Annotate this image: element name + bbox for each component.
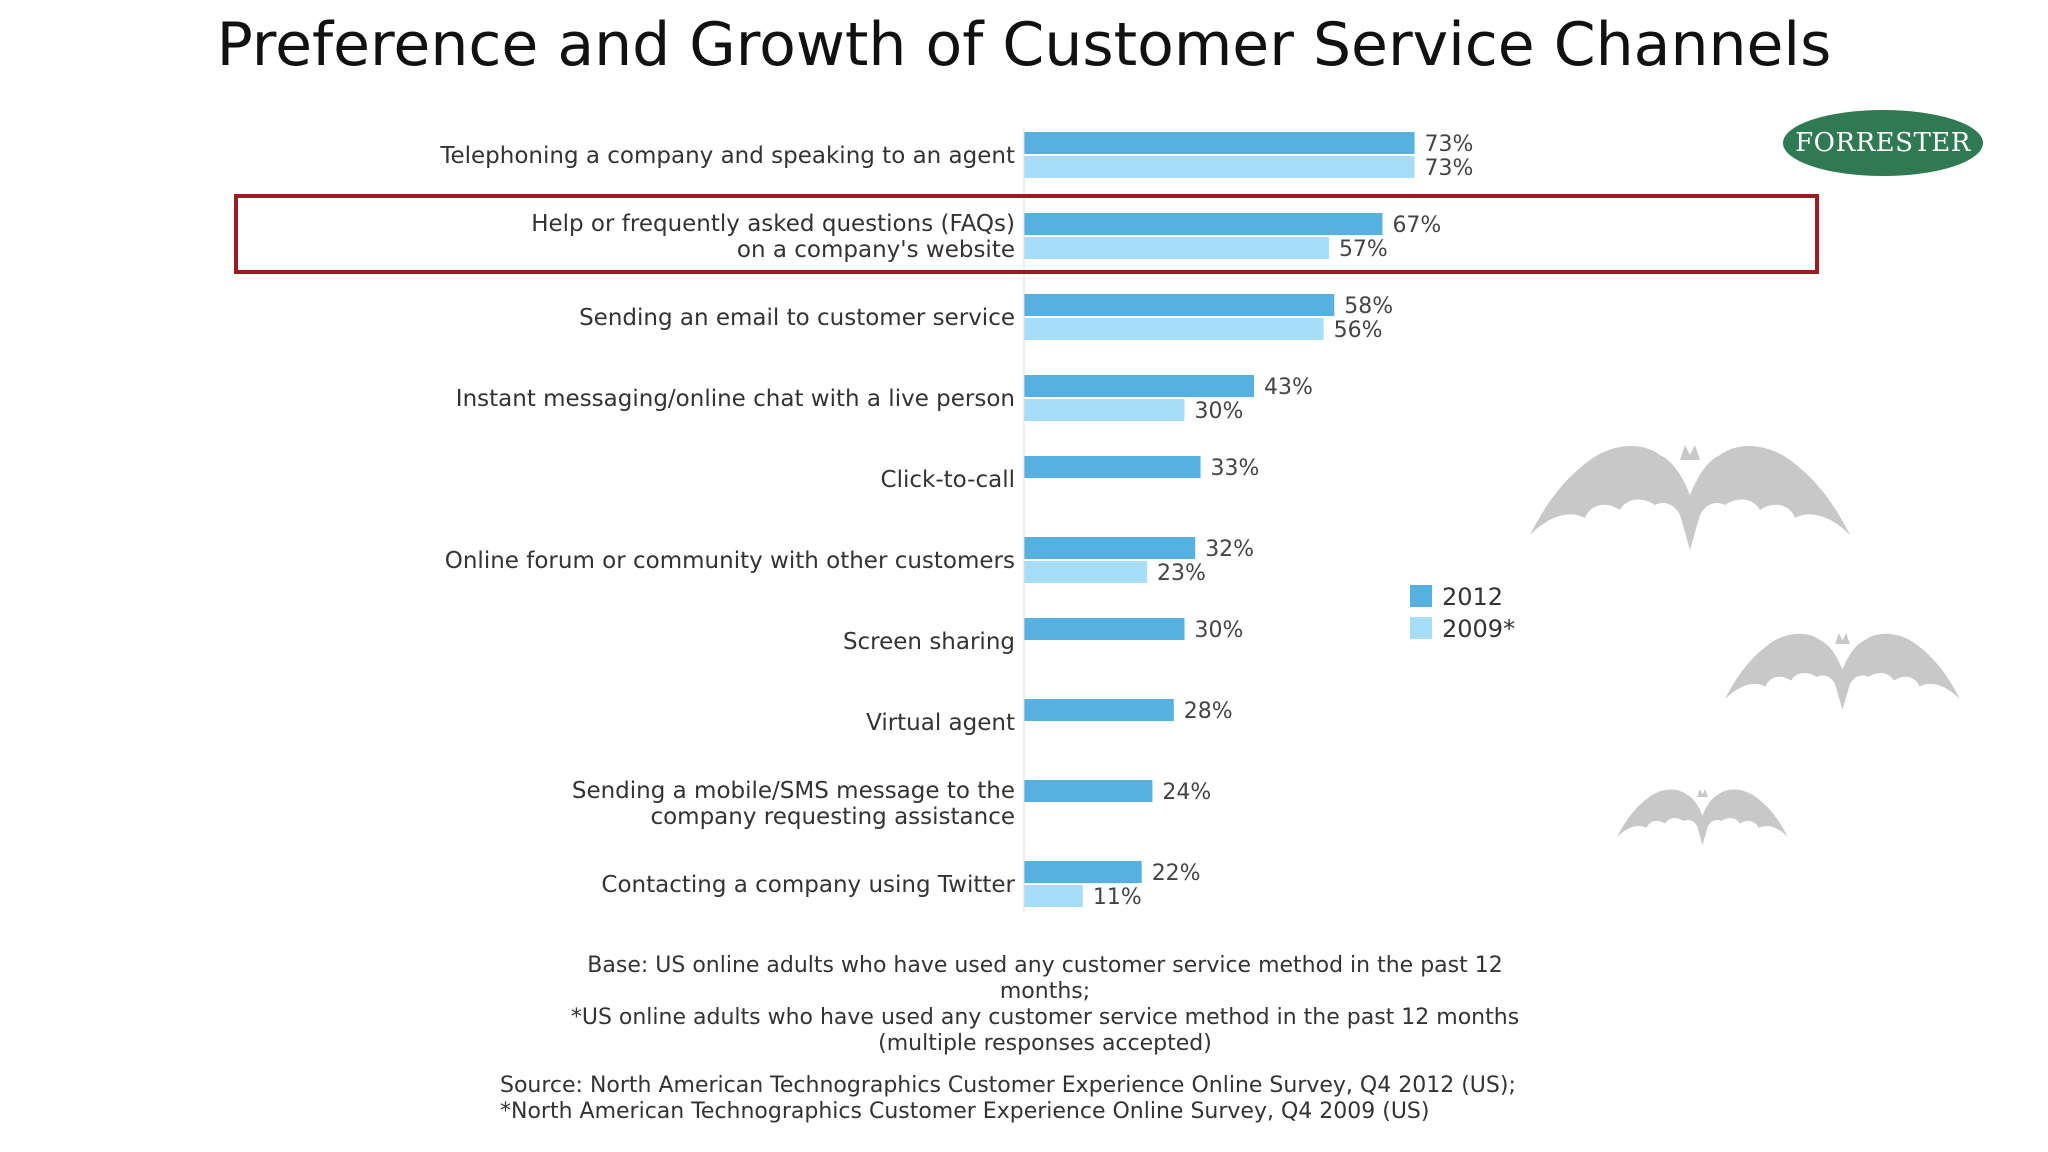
legend: 2012 2009* [1410,583,1515,643]
value-label: 32% [1205,537,1254,562]
value-label: 67% [1392,213,1441,238]
category-label: Virtual agent [866,710,1015,736]
legend-swatch [1410,585,1432,607]
category-label: company requesting assistance [650,804,1015,830]
bar-group: Instant messaging/online chat with a liv… [456,375,1313,424]
bar-2012 [1024,699,1174,721]
legend-label: 2009* [1442,615,1515,643]
category-label: Click-to-call [881,467,1015,493]
value-label: 24% [1162,780,1211,805]
bar-group: Virtual agent 28% [866,699,1233,736]
bar-2012 [1024,375,1255,397]
category-label: Instant messaging/online chat with a liv… [456,386,1015,412]
base-note-line: Base: US online adults who have used any… [587,953,1503,1004]
value-label: 30% [1195,399,1244,424]
bar-2012 [1024,213,1383,235]
bar-2012 [1024,294,1335,316]
category-label: Contacting a company using Twitter [601,872,1015,898]
bar-group: Online forum or community with other cus… [445,537,1254,586]
base-note-line: *US online adults who have used any cust… [570,1005,1520,1030]
category-label: Sending a mobile/SMS message to the [572,778,1015,804]
base-note-line: (multiple responses accepted) [878,1031,1212,1056]
value-label: 33% [1211,456,1260,481]
forrester-logo: FORRESTER [1783,110,1983,176]
category-label: Screen sharing [843,629,1015,655]
value-label: 22% [1152,861,1201,886]
bar-group: Help or frequently asked questions (FAQs… [531,211,1441,263]
bar-2012 [1024,132,1415,154]
value-label: 28% [1184,699,1233,724]
category-label: Online forum or community with other cus… [445,548,1015,574]
base-note: Base: US online adults who have used any… [540,953,1550,1057]
bat-silhouette-small [1617,789,1788,845]
bar-group: Click-to-call 33% [881,456,1260,493]
value-label: 57% [1339,237,1388,262]
category-label: Help or frequently asked questions (FAQs… [531,211,1015,237]
value-label: 43% [1264,375,1313,400]
value-label: 23% [1157,561,1206,586]
bar-2009 [1024,885,1083,907]
legend-label: 2012 [1442,583,1503,611]
bat-silhouette-medium [1725,633,1960,710]
bar-2009 [1024,156,1415,178]
legend-swatch [1410,617,1432,639]
highlight-box [234,194,1819,274]
bar-group: Sending a mobile/SMS message to thecompa… [572,778,1211,830]
bar-2009 [1024,237,1329,259]
value-label: 73% [1425,132,1474,157]
bar-2012 [1024,537,1196,559]
source-note-line: Source: North American Technographics Cu… [500,1073,1516,1098]
bar-2012 [1024,861,1142,883]
bar-2009 [1024,318,1324,340]
value-label: 11% [1093,885,1142,910]
bat-silhouette-large [1530,445,1850,550]
slide-title: Preference and Growth of Customer Servic… [216,10,1832,80]
bar-2012 [1024,618,1185,640]
value-label: 58% [1344,294,1393,319]
bar-2012 [1024,780,1153,802]
category-label: Telephoning a company and speaking to an… [439,143,1015,169]
bar-2009 [1024,561,1148,583]
bar-group: Sending an email to customer service 58%5… [579,294,1393,343]
value-label: 56% [1334,318,1383,343]
category-label: Sending an email to customer service [579,305,1015,331]
bar-2012 [1024,456,1201,478]
bar-group: Contacting a company using Twitter 22% 11% [601,861,1201,910]
category-label: on a company's website [737,237,1015,263]
source-note: Source: North American Technographics Cu… [500,1073,1560,1125]
source-note-line: *North American Technographics Customer … [500,1099,1430,1124]
bar-2009 [1024,399,1185,421]
bar-group: Screen sharing 30% [843,618,1243,655]
value-label: 30% [1195,618,1244,643]
bar-group: Telephoning a company and speaking to an… [439,132,1473,181]
value-label: 73% [1425,156,1474,181]
